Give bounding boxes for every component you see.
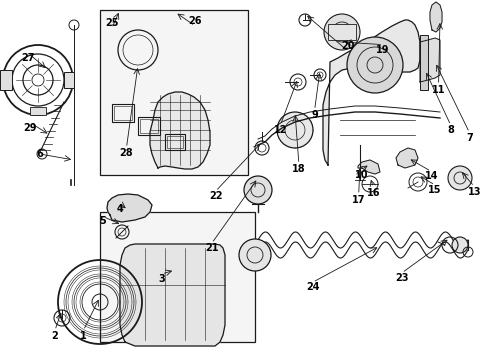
Text: 24: 24 (306, 282, 319, 292)
Bar (140, 119, 158, 133)
Text: 5: 5 (99, 216, 106, 226)
Text: 2: 2 (51, 330, 58, 341)
Text: 14: 14 (424, 171, 438, 181)
Text: 29: 29 (24, 123, 37, 133)
Text: 12: 12 (273, 125, 287, 135)
Polygon shape (396, 148, 418, 168)
Circle shape (239, 239, 271, 271)
Text: 7: 7 (466, 132, 473, 143)
Polygon shape (150, 92, 210, 169)
Bar (64, 72, 74, 88)
Text: 9: 9 (311, 110, 318, 120)
Text: 26: 26 (188, 16, 202, 26)
Text: 15: 15 (428, 185, 442, 195)
Circle shape (324, 14, 360, 50)
Bar (165, 134, 185, 150)
Text: 20: 20 (341, 41, 355, 51)
Text: 16: 16 (367, 188, 380, 198)
Bar (138, 117, 160, 135)
Text: 21: 21 (205, 243, 219, 253)
Text: 8: 8 (447, 125, 454, 135)
Bar (167, 136, 183, 148)
Text: 28: 28 (120, 148, 133, 158)
Text: 23: 23 (395, 273, 409, 283)
Polygon shape (323, 20, 420, 165)
Bar (328, 24, 356, 40)
Bar (114, 106, 132, 120)
Circle shape (244, 176, 272, 204)
Text: 18: 18 (292, 164, 306, 174)
Bar (30, 107, 46, 115)
Bar (100, 212, 255, 342)
Bar (100, 10, 248, 175)
Polygon shape (358, 160, 380, 174)
Polygon shape (430, 2, 442, 32)
Text: 3: 3 (158, 274, 165, 284)
Text: 10: 10 (355, 170, 368, 180)
Bar (420, 35, 428, 90)
Text: 25: 25 (105, 18, 119, 28)
Text: 4: 4 (117, 204, 123, 214)
Text: 22: 22 (209, 191, 222, 201)
Circle shape (448, 166, 472, 190)
Bar (112, 104, 134, 122)
Polygon shape (107, 194, 152, 222)
Circle shape (277, 112, 313, 148)
Polygon shape (420, 38, 440, 82)
Text: 1: 1 (80, 330, 87, 341)
Text: 13: 13 (467, 186, 481, 197)
Text: 6: 6 (37, 149, 44, 159)
Circle shape (347, 37, 403, 93)
Polygon shape (120, 244, 225, 346)
Circle shape (452, 237, 468, 253)
Text: 27: 27 (22, 53, 35, 63)
Text: 17: 17 (352, 195, 366, 205)
Bar (0, 70, 12, 90)
Text: 19: 19 (376, 45, 390, 55)
Text: 11: 11 (432, 85, 445, 95)
